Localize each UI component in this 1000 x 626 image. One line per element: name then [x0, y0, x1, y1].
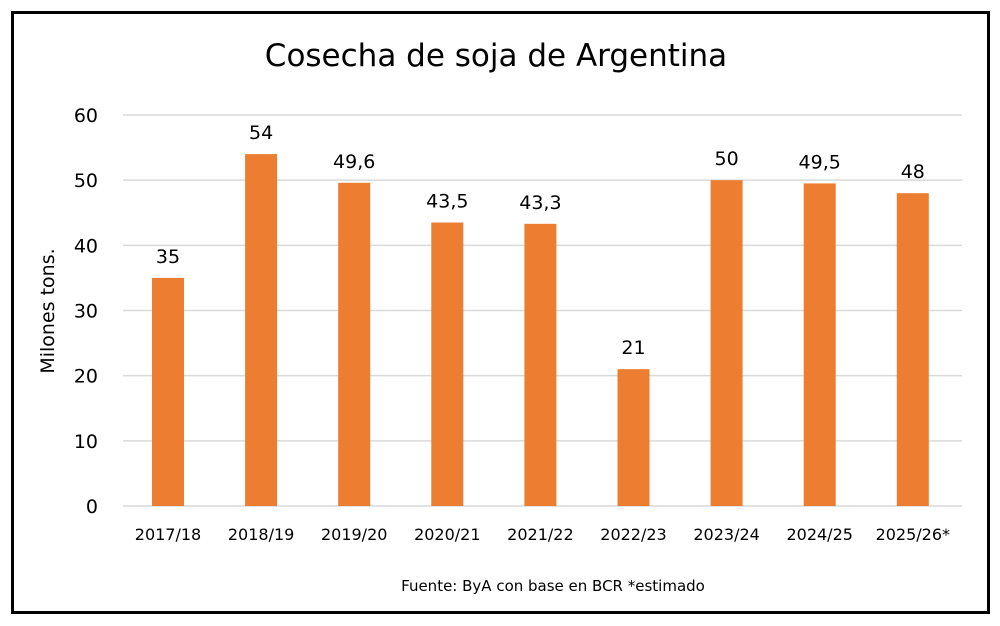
y-tick-label: 20 [74, 366, 98, 388]
data-label: 54 [249, 122, 273, 144]
bar [338, 182, 371, 507]
x-tick-label: 2020/21 [414, 525, 480, 544]
y-axis-label: Milones tons. [37, 248, 59, 373]
bar [245, 154, 278, 506]
bar [896, 193, 929, 506]
x-tick-label: 2017/18 [135, 525, 201, 544]
x-tick-label: 2018/19 [228, 525, 294, 544]
data-label: 48 [901, 161, 925, 183]
x-tick-label: 2022/23 [600, 525, 666, 544]
x-tick-label: 2024/25 [786, 525, 852, 544]
bar [152, 277, 184, 506]
data-label: 43,3 [519, 192, 561, 214]
bar [524, 223, 557, 506]
bar [803, 183, 836, 507]
chart-title: Cosecha de soja de Argentina [265, 38, 727, 74]
data-label: 21 [621, 337, 645, 359]
y-tick-label: 60 [74, 105, 98, 127]
y-tick-label: 10 [74, 431, 98, 453]
y-tick-label: 0 [86, 496, 98, 518]
x-tick-label: 2023/24 [693, 525, 759, 544]
bar [617, 369, 650, 506]
data-label: 50 [715, 148, 739, 170]
data-label: 49,6 [333, 151, 375, 173]
chart-frame [11, 11, 990, 614]
y-tick-label: 30 [74, 301, 98, 323]
bar [431, 222, 464, 506]
x-tick-label: 2019/20 [321, 525, 387, 544]
footnote: Fuente: ByA con base en BCR *estimado [401, 577, 705, 595]
x-tick-label: 2021/22 [507, 525, 573, 544]
data-label: 43,5 [426, 191, 468, 213]
data-label: 35 [156, 246, 180, 268]
bar [710, 180, 743, 506]
data-label: 49,5 [799, 151, 841, 173]
y-tick-label: 50 [74, 170, 98, 192]
y-tick-label: 40 [74, 235, 98, 257]
x-tick-label: 2025/26* [876, 525, 950, 544]
